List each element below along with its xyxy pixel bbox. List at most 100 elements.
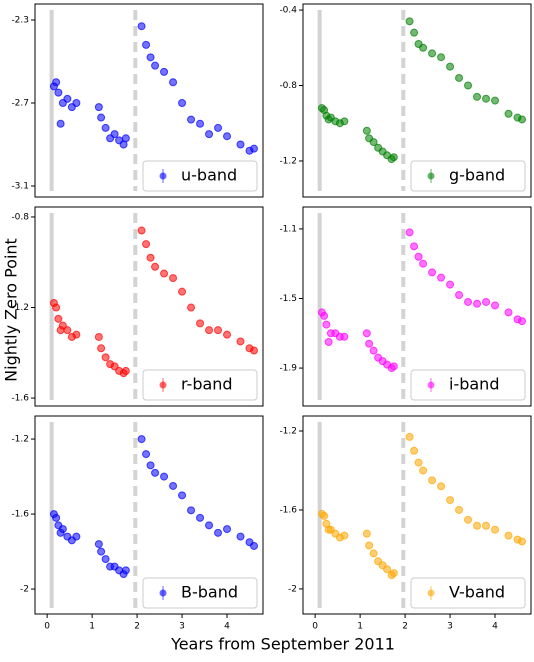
data-point: [455, 505, 464, 514]
data-point: [169, 274, 178, 283]
data-point: [428, 268, 437, 277]
data-point: [223, 132, 232, 141]
data-point: [446, 496, 455, 505]
x-tick-label: 0: [312, 622, 318, 632]
data-point: [410, 28, 419, 37]
data-point: [250, 541, 259, 550]
panel: -1.1 -1.5 -1.9 i-band: [279, 206, 532, 407]
data-point: [54, 88, 63, 97]
data-point: [223, 525, 232, 534]
data-point: [410, 242, 419, 251]
data-point: [414, 252, 423, 261]
legend-box: [142, 160, 258, 192]
data-point: [518, 115, 527, 124]
data-point: [414, 458, 423, 467]
data-point: [101, 123, 110, 132]
data-point: [236, 337, 245, 346]
data-point: [94, 332, 103, 341]
data-point: [178, 98, 187, 107]
y-tick-label: -1.1: [279, 224, 297, 234]
data-point: [464, 297, 473, 306]
data-point: [214, 123, 223, 132]
y-tick-label: -1.6: [11, 510, 29, 520]
panel-frame: [302, 206, 532, 407]
data-point: [97, 344, 106, 353]
panel-frame: [34, 415, 264, 615]
data-point: [94, 540, 103, 549]
y-tick-label: -3.1: [11, 182, 29, 192]
legend-label: u-band: [181, 166, 237, 185]
data-point: [196, 513, 205, 522]
data-point: [419, 43, 428, 52]
data-point: [389, 569, 398, 578]
panel-frame: [34, 3, 264, 198]
panel: -0.8 -1.2 -1.6 r-band: [11, 206, 264, 407]
data-point: [491, 301, 500, 310]
data-point: [146, 461, 155, 470]
y-tick-label: -2: [20, 585, 29, 595]
data-point: [320, 311, 329, 320]
data-point: [142, 450, 151, 459]
panel: -1.2 -1.6 -2 0 1 2 3 4 V-band: [279, 415, 532, 632]
data-point: [504, 531, 513, 540]
data-point: [146, 53, 155, 62]
legend-box: [142, 577, 258, 609]
data-point: [205, 521, 214, 530]
data-point: [160, 269, 169, 278]
data-point: [178, 287, 187, 296]
x-tick-label: 1: [357, 622, 363, 632]
panel-frame: [34, 206, 264, 407]
data-point: [320, 511, 329, 520]
data-point: [63, 94, 72, 103]
data-point: [187, 115, 196, 124]
data-point: [187, 303, 196, 312]
data-point: [322, 320, 331, 329]
data-point: [205, 326, 214, 335]
data-point: [405, 228, 414, 237]
data-point: [419, 259, 428, 268]
data-point: [137, 435, 146, 444]
data-point: [383, 565, 392, 574]
x-tick-label: 3: [447, 622, 453, 632]
x-axis-label: Years from September 2011: [170, 635, 395, 654]
legend-label: r-band: [181, 375, 233, 394]
data-point: [250, 346, 259, 355]
data-point: [178, 491, 187, 500]
data-point: [214, 326, 223, 335]
panel-frame: [302, 3, 532, 198]
data-point: [369, 138, 378, 147]
y-tick-label: -0.4: [279, 6, 297, 16]
data-point: [482, 94, 491, 103]
data-point: [518, 317, 527, 326]
panel: -0.4 -0.8 -1.2 g-band: [279, 3, 532, 198]
data-point: [187, 506, 196, 515]
legend-box: [142, 369, 258, 401]
data-point: [94, 103, 103, 112]
data-point: [428, 476, 437, 485]
y-tick-label: -1.6: [11, 394, 29, 404]
data-point: [340, 332, 349, 341]
panel: -1.2 -1.6 -2 0 1 2 3 4 B-band: [11, 415, 264, 632]
data-point: [473, 521, 482, 530]
y-tick-label: -1.9: [279, 364, 297, 374]
data-point: [405, 17, 414, 26]
data-point: [362, 329, 371, 338]
data-point: [446, 62, 455, 71]
legend-box: [410, 369, 526, 401]
y-tick-label: -2.7: [11, 98, 29, 108]
data-point: [369, 346, 378, 355]
legend-box: [410, 577, 526, 609]
data-point: [455, 291, 464, 300]
data-point: [52, 303, 61, 312]
data-point: [389, 362, 398, 371]
data-point: [446, 280, 455, 289]
x-tick-label: 1: [89, 622, 95, 632]
data-point: [405, 432, 414, 441]
legend-label: g-band: [449, 166, 505, 185]
data-point: [160, 472, 169, 481]
data-point: [340, 531, 349, 540]
x-tick-label: 4: [492, 622, 498, 632]
data-point: [437, 273, 446, 282]
data-point: [52, 513, 61, 522]
y-tick-label: -1.6: [279, 505, 297, 515]
